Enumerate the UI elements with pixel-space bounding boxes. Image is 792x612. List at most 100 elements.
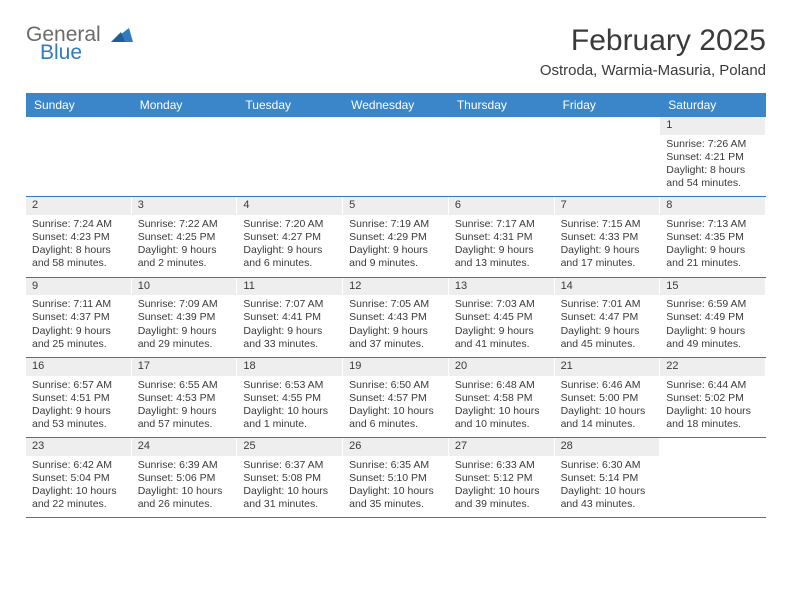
day-daylight1: Daylight: 9 hours <box>455 325 548 338</box>
day-number: 1 <box>660 117 765 135</box>
day-sunrise: Sunrise: 7:19 AM <box>349 218 442 231</box>
day-daylight2: and 14 minutes. <box>561 418 654 431</box>
calendar-day-cell: 6Sunrise: 7:17 AMSunset: 4:31 PMDaylight… <box>449 197 555 276</box>
day-sunrise: Sunrise: 7:11 AM <box>32 298 125 311</box>
location-subtitle: Ostroda, Warmia-Masuria, Poland <box>540 62 766 79</box>
day-sunset: Sunset: 4:21 PM <box>666 151 759 164</box>
day-daylight1: Daylight: 10 hours <box>138 485 231 498</box>
day-daylight1: Daylight: 9 hours <box>455 244 548 257</box>
day-number: 22 <box>660 358 765 376</box>
day-sunset: Sunset: 4:51 PM <box>32 392 125 405</box>
day-daylight2: and 57 minutes. <box>138 418 231 431</box>
day-sunrise: Sunrise: 6:50 AM <box>349 379 442 392</box>
calendar-day-cell: 19Sunrise: 6:50 AMSunset: 4:57 PMDayligh… <box>343 358 449 437</box>
calendar-day-cell: 8Sunrise: 7:13 AMSunset: 4:35 PMDaylight… <box>660 197 766 276</box>
day-sunrise: Sunrise: 6:42 AM <box>32 459 125 472</box>
brand-blue: Blue <box>40 42 82 63</box>
day-daylight2: and 41 minutes. <box>455 338 548 351</box>
day-sunrise: Sunrise: 7:26 AM <box>666 138 759 151</box>
day-number: 15 <box>660 278 765 296</box>
day-daylight1: Daylight: 9 hours <box>138 244 231 257</box>
day-sunset: Sunset: 4:47 PM <box>561 311 654 324</box>
calendar-day-cell <box>132 117 238 196</box>
day-number: 20 <box>449 358 554 376</box>
day-daylight1: Daylight: 9 hours <box>666 325 759 338</box>
calendar-day-cell: 25Sunrise: 6:37 AMSunset: 5:08 PMDayligh… <box>237 438 343 517</box>
day-sunrise: Sunrise: 6:33 AM <box>455 459 548 472</box>
day-daylight1: Daylight: 10 hours <box>349 485 442 498</box>
day-number: 6 <box>449 197 554 215</box>
day-daylight1: Daylight: 10 hours <box>455 405 548 418</box>
calendar-day-cell: 13Sunrise: 7:03 AMSunset: 4:45 PMDayligh… <box>449 278 555 357</box>
day-daylight1: Daylight: 9 hours <box>666 244 759 257</box>
day-daylight2: and 33 minutes. <box>243 338 336 351</box>
calendar-day-cell: 12Sunrise: 7:05 AMSunset: 4:43 PMDayligh… <box>343 278 449 357</box>
calendar-day-cell: 26Sunrise: 6:35 AMSunset: 5:10 PMDayligh… <box>343 438 449 517</box>
day-daylight2: and 1 minute. <box>243 418 336 431</box>
day-daylight1: Daylight: 9 hours <box>561 244 654 257</box>
day-daylight1: Daylight: 10 hours <box>455 485 548 498</box>
brand-logo: General Blue <box>26 24 133 63</box>
day-sunrise: Sunrise: 6:46 AM <box>561 379 654 392</box>
day-daylight1: Daylight: 8 hours <box>666 164 759 177</box>
calendar-day-cell <box>449 117 555 196</box>
calendar-day-cell: 3Sunrise: 7:22 AMSunset: 4:25 PMDaylight… <box>132 197 238 276</box>
day-sunset: Sunset: 5:08 PM <box>243 472 336 485</box>
logo-triangle-icon <box>111 25 133 46</box>
day-sunset: Sunset: 5:10 PM <box>349 472 442 485</box>
day-daylight2: and 10 minutes. <box>455 418 548 431</box>
day-sunrise: Sunrise: 6:55 AM <box>138 379 231 392</box>
day-sunset: Sunset: 4:57 PM <box>349 392 442 405</box>
day-sunrise: Sunrise: 7:01 AM <box>561 298 654 311</box>
page-title: February 2025 <box>540 24 766 58</box>
calendar-week-row: 9Sunrise: 7:11 AMSunset: 4:37 PMDaylight… <box>26 278 766 358</box>
calendar-day-cell: 22Sunrise: 6:44 AMSunset: 5:02 PMDayligh… <box>660 358 766 437</box>
calendar-day-cell <box>660 438 766 517</box>
day-daylight1: Daylight: 9 hours <box>243 325 336 338</box>
day-sunset: Sunset: 4:53 PM <box>138 392 231 405</box>
day-number: 9 <box>26 278 131 296</box>
day-sunrise: Sunrise: 7:07 AM <box>243 298 336 311</box>
day-sunrise: Sunrise: 6:57 AM <box>32 379 125 392</box>
header: General Blue February 2025 Ostroda, Warm… <box>26 24 766 79</box>
day-daylight1: Daylight: 9 hours <box>243 244 336 257</box>
day-daylight2: and 45 minutes. <box>561 338 654 351</box>
day-sunrise: Sunrise: 7:22 AM <box>138 218 231 231</box>
day-sunrise: Sunrise: 6:44 AM <box>666 379 759 392</box>
day-number: 10 <box>132 278 237 296</box>
day-number: 3 <box>132 197 237 215</box>
day-number: 25 <box>237 438 342 456</box>
weekday-header-cell: Saturday <box>660 93 766 117</box>
day-sunrise: Sunrise: 6:59 AM <box>666 298 759 311</box>
day-daylight2: and 54 minutes. <box>666 177 759 190</box>
day-sunset: Sunset: 4:45 PM <box>455 311 548 324</box>
weekday-header-row: SundayMondayTuesdayWednesdayThursdayFrid… <box>26 93 766 117</box>
calendar-day-cell: 14Sunrise: 7:01 AMSunset: 4:47 PMDayligh… <box>555 278 661 357</box>
day-sunset: Sunset: 5:02 PM <box>666 392 759 405</box>
day-number: 5 <box>343 197 448 215</box>
day-sunrise: Sunrise: 7:13 AM <box>666 218 759 231</box>
day-number: 14 <box>555 278 660 296</box>
calendar-day-cell: 9Sunrise: 7:11 AMSunset: 4:37 PMDaylight… <box>26 278 132 357</box>
day-daylight2: and 49 minutes. <box>666 338 759 351</box>
calendar-week-row: 2Sunrise: 7:24 AMSunset: 4:23 PMDaylight… <box>26 197 766 277</box>
day-sunrise: Sunrise: 7:24 AM <box>32 218 125 231</box>
day-sunrise: Sunrise: 7:20 AM <box>243 218 336 231</box>
day-daylight1: Daylight: 10 hours <box>243 485 336 498</box>
day-sunset: Sunset: 5:06 PM <box>138 472 231 485</box>
day-daylight2: and 29 minutes. <box>138 338 231 351</box>
day-sunset: Sunset: 4:58 PM <box>455 392 548 405</box>
day-daylight2: and 17 minutes. <box>561 257 654 270</box>
day-daylight1: Daylight: 9 hours <box>32 325 125 338</box>
day-daylight2: and 18 minutes. <box>666 418 759 431</box>
day-sunset: Sunset: 4:27 PM <box>243 231 336 244</box>
calendar-day-cell: 20Sunrise: 6:48 AMSunset: 4:58 PMDayligh… <box>449 358 555 437</box>
calendar-week-row: 1 Sunrise: 7:26 AMSunset: 4:21 PMDaylight… <box>26 117 766 197</box>
day-sunset: Sunset: 4:43 PM <box>349 311 442 324</box>
day-number: 17 <box>132 358 237 376</box>
day-number: 13 <box>449 278 554 296</box>
calendar-day-cell: 10Sunrise: 7:09 AMSunset: 4:39 PMDayligh… <box>132 278 238 357</box>
calendar-day-cell: 7Sunrise: 7:15 AMSunset: 4:33 PMDaylight… <box>555 197 661 276</box>
day-sunrise: Sunrise: 6:35 AM <box>349 459 442 472</box>
calendar-week-row: 23Sunrise: 6:42 AMSunset: 5:04 PMDayligh… <box>26 438 766 518</box>
